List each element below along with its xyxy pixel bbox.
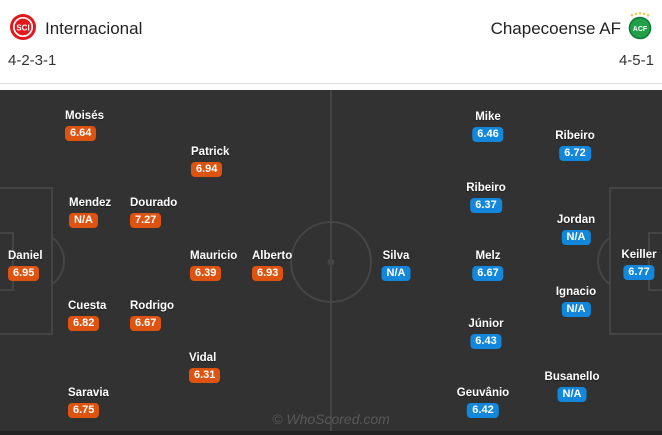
player-home[interactable]: Alberto 6.93 — [252, 250, 292, 281]
player-rating-badge: 6.94 — [191, 162, 223, 177]
player-name[interactable]: Ribeiro — [555, 130, 595, 142]
player-away[interactable]: Melz 6.67 — [472, 250, 504, 281]
svg-text:SCI: SCI — [16, 24, 29, 33]
player-home[interactable]: Mauricio 6.39 — [190, 250, 237, 281]
player-name[interactable]: Melz — [475, 250, 501, 262]
player-rating-badge: 6.67 — [130, 316, 162, 331]
home-team-name[interactable]: Internacional — [45, 19, 143, 38]
player-rating-badge: N/A — [561, 302, 591, 317]
player-name[interactable]: Ribeiro — [466, 182, 506, 194]
player-rating-badge: 6.37 — [470, 198, 502, 213]
player-home[interactable]: Saravia 6.75 — [68, 387, 109, 418]
player-rating-badge: 6.42 — [467, 403, 499, 418]
player-name[interactable]: Saravia — [68, 387, 109, 399]
pitch: © WhoScored.com Daniel 6.95 Moisés 6.64 Mend… — [0, 90, 662, 431]
player-home[interactable]: Moisés 6.64 — [65, 110, 104, 141]
player-name[interactable]: Vidal — [189, 352, 217, 364]
player-away[interactable]: Geuvânio 6.42 — [457, 387, 509, 418]
player-name[interactable]: Busanello — [544, 371, 600, 383]
away-team-formation: 4-5-1 — [618, 52, 654, 69]
player-away[interactable]: Silva N/A — [381, 250, 411, 281]
player-rating-badge: 6.72 — [559, 146, 591, 161]
player-name[interactable]: Daniel — [8, 250, 43, 262]
player-rating-badge: 6.95 — [8, 266, 40, 281]
player-rating-badge: N/A — [69, 213, 98, 228]
player-rating-badge: 6.77 — [623, 265, 655, 280]
player-away[interactable]: Jordan N/A — [557, 214, 595, 245]
player-rating-badge: 6.93 — [252, 266, 284, 281]
player-rating-badge: 6.64 — [65, 126, 97, 141]
player-away[interactable]: Júnior 6.43 — [468, 318, 504, 349]
player-rating-badge: N/A — [561, 230, 591, 245]
watermark: © WhoScored.com — [272, 411, 390, 427]
player-name[interactable]: Alberto — [252, 250, 293, 262]
player-home[interactable]: Patrick 6.94 — [191, 146, 229, 177]
player-name[interactable]: Rodrigo — [130, 300, 175, 312]
player-home[interactable]: Mendez N/A — [69, 197, 111, 228]
player-name[interactable]: Dourado — [130, 197, 178, 209]
player-home[interactable]: Cuesta 6.82 — [68, 300, 106, 331]
player-rating-badge: N/A — [557, 387, 587, 402]
player-home[interactable]: Rodrigo 6.67 — [130, 300, 174, 331]
away-team-crest-icon[interactable]: ACF — [626, 11, 654, 40]
player-name[interactable]: Moisés — [65, 110, 104, 122]
player-away[interactable]: Ignacio N/A — [556, 286, 596, 317]
player-name[interactable]: Júnior — [468, 318, 504, 330]
player-name[interactable]: Jordan — [556, 214, 596, 226]
player-rating-badge: 6.39 — [190, 266, 222, 281]
player-rating-badge: 7.27 — [130, 213, 162, 228]
header-divider — [0, 83, 662, 84]
player-away[interactable]: Ribeiro 6.37 — [466, 182, 506, 213]
player-home[interactable]: Daniel 6.95 — [8, 250, 43, 281]
player-rating-badge: 6.31 — [189, 368, 221, 383]
player-name[interactable]: Mauricio — [190, 250, 238, 262]
player-name[interactable]: Geuvânio — [456, 387, 510, 399]
away-team-name[interactable]: Chapecoense AF — [490, 19, 621, 38]
player-name[interactable]: Ignacio — [555, 286, 597, 298]
pitch-bottom-edge — [0, 431, 662, 435]
player-name[interactable]: Patrick — [191, 146, 230, 158]
player-rating-badge: 6.67 — [472, 266, 504, 281]
player-name[interactable]: Mendez — [69, 197, 112, 209]
player-away[interactable]: Mike 6.46 — [472, 111, 504, 142]
player-name[interactable]: Mike — [475, 111, 501, 123]
pitch-markings — [0, 90, 662, 431]
player-name[interactable]: Silva — [382, 250, 410, 262]
player-name[interactable]: Keiller — [621, 249, 657, 261]
home-team-formation: 4-2-3-1 — [8, 52, 57, 69]
player-rating-badge: 6.46 — [472, 127, 504, 142]
player-home[interactable]: Vidal 6.31 — [189, 352, 221, 383]
player-rating-badge: N/A — [381, 266, 411, 281]
player-rating-badge: 6.75 — [68, 403, 100, 418]
player-name[interactable]: Cuesta — [68, 300, 107, 312]
player-away[interactable]: Keiller 6.77 — [621, 249, 657, 280]
player-rating-badge: 6.43 — [470, 334, 502, 349]
player-away[interactable]: Busanello N/A — [544, 371, 600, 402]
player-rating-badge: 6.82 — [68, 316, 100, 331]
home-team-crest-icon[interactable]: SCI — [9, 13, 37, 41]
svg-text:ACF: ACF — [633, 26, 648, 33]
match-header: SCI Internacional 4-2-3-1 Chapecoense AF… — [0, 0, 662, 83]
player-away[interactable]: Ribeiro 6.72 — [555, 130, 595, 161]
player-home[interactable]: Dourado 7.27 — [130, 197, 177, 228]
